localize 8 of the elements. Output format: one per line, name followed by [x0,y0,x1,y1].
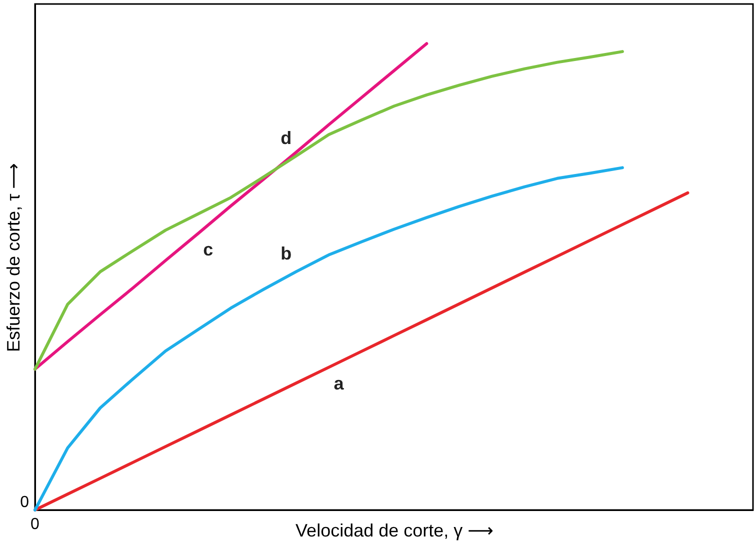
x-axis-title: Velocidad de corte, γ ⟶ [296,520,494,540]
series-label: c [203,239,214,260]
y-axis-title: Esfuerzo de corte, τ ⟶ [4,163,24,352]
series-label: a [334,373,345,394]
series-label: b [280,244,292,264]
series-label: d [280,128,292,148]
text: 0 [30,516,40,533]
text: 0 [20,494,30,511]
